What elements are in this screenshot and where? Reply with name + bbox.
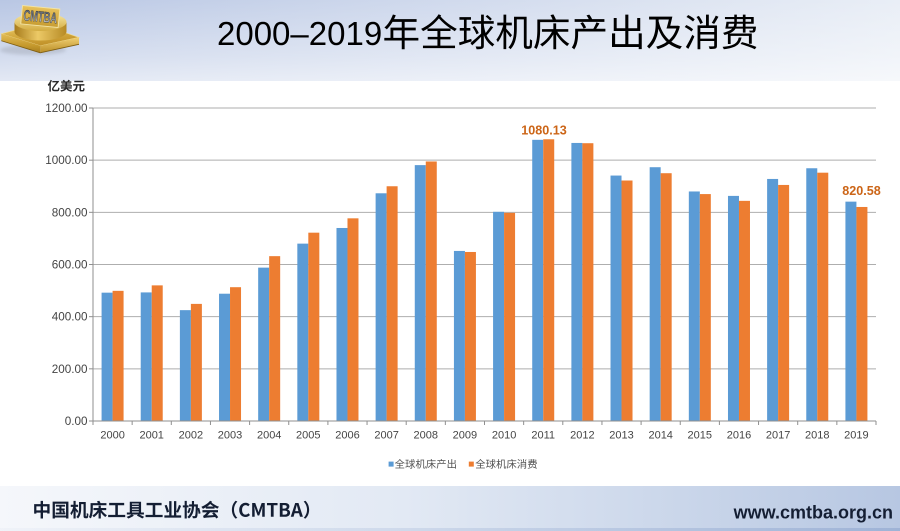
svg-text:2016: 2016 (727, 430, 751, 442)
svg-text:2005: 2005 (296, 430, 320, 442)
svg-text:2010: 2010 (492, 430, 516, 442)
svg-text:2007: 2007 (374, 430, 398, 442)
svg-text:2011: 2011 (531, 430, 555, 442)
svg-text:2004: 2004 (257, 430, 281, 442)
svg-text:2000–2019: 2000–2019 (217, 15, 382, 52)
svg-text:1080.13: 1080.13 (521, 124, 567, 138)
svg-text:2000: 2000 (100, 430, 124, 442)
svg-text:1200.00: 1200.00 (45, 102, 88, 115)
svg-text:2014: 2014 (648, 430, 672, 442)
svg-text:200.00: 200.00 (52, 363, 88, 376)
svg-text:2019: 2019 (844, 430, 868, 442)
svg-text:400.00: 400.00 (52, 311, 88, 324)
svg-text:2017: 2017 (766, 430, 790, 442)
svg-text:0.00: 0.00 (65, 415, 88, 428)
svg-text:2008: 2008 (414, 430, 438, 442)
svg-text:2015: 2015 (688, 430, 712, 442)
svg-text:1000.00: 1000.00 (45, 154, 88, 167)
svg-text:www.cmtba.org.cn: www.cmtba.org.cn (733, 502, 893, 522)
svg-text:2018: 2018 (805, 430, 829, 442)
svg-text:CMTBA: CMTBA (23, 7, 58, 27)
svg-text:2012: 2012 (570, 430, 594, 442)
svg-text:2009: 2009 (453, 430, 477, 442)
svg-text:2001: 2001 (139, 430, 163, 442)
svg-text:2013: 2013 (609, 430, 633, 442)
svg-text:2002: 2002 (179, 430, 203, 442)
svg-text:800.00: 800.00 (52, 206, 88, 219)
svg-text:2006: 2006 (335, 430, 359, 442)
svg-text:820.58: 820.58 (842, 184, 881, 198)
svg-text:2003: 2003 (218, 430, 242, 442)
svg-text:600.00: 600.00 (52, 259, 88, 272)
